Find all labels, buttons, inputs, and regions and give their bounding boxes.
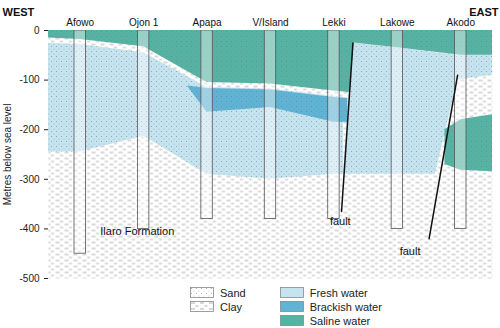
svg-text:Ojon 1: Ojon 1 [129,17,159,28]
svg-text:Akodo: Akodo [447,17,476,28]
svg-text:-500: -500 [19,273,39,284]
svg-text:Lekki: Lekki [322,17,345,28]
html-text:Fresh water: Fresh water [309,286,368,299]
svg-text:V/Island: V/Island [252,17,288,28]
svg-text:EAST: EAST [469,6,499,18]
svg-text:fault: fault [400,245,421,257]
svg-text:Lakowe: Lakowe [380,17,415,28]
svg-text:Apapa: Apapa [193,17,222,28]
svg-text:-100: -100 [19,74,39,85]
svg-text:Ilaro Formation: Ilaro Formation [100,225,174,237]
svg-text:-300: -300 [19,174,39,185]
html-text:Brackish water: Brackish water [309,300,382,313]
svg-text:-400: -400 [19,223,39,234]
svg-text:0: 0 [34,25,40,36]
html-text:Clay: Clay [220,300,242,313]
svg-text:Afowo: Afowo [66,17,94,28]
svg-text:-200: -200 [19,124,39,135]
html-text:Saline water: Saline water [309,314,371,327]
html-text:Sand: Sand [220,286,246,299]
svg-text:Metres below sea level: Metres below sea level [2,104,13,206]
svg-text:fault: fault [330,215,351,227]
svg-text:WEST: WEST [3,6,35,18]
